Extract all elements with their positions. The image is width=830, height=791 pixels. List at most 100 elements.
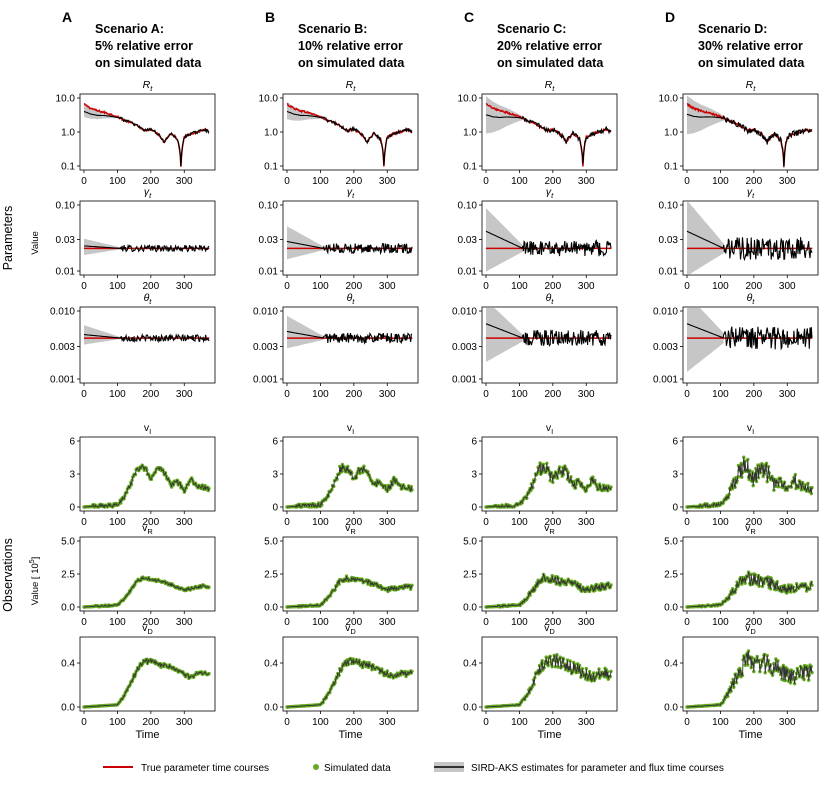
x-tick-label: 100 bbox=[109, 617, 126, 628]
x-tick-label: 200 bbox=[345, 617, 362, 628]
x-tick-label: 200 bbox=[142, 517, 159, 528]
x-tick-label: 0 bbox=[284, 717, 290, 728]
y-tick-label: 6 bbox=[672, 437, 678, 448]
x-tick-label: 300 bbox=[176, 617, 193, 628]
subplot-title-sub: D bbox=[147, 627, 153, 636]
y-tick-label: 5.0 bbox=[61, 537, 75, 548]
subplot-title: vI bbox=[747, 422, 754, 436]
subplot-title: vI bbox=[144, 422, 151, 436]
subplot-title: vI bbox=[546, 422, 553, 436]
x-tick-label: 300 bbox=[379, 517, 396, 528]
y-tick-label: 0.0 bbox=[61, 703, 75, 714]
subplot-r-t-A: Rt 0.1 1.0 10.0 0 100 200 300 bbox=[56, 79, 216, 187]
x-tick-label: 200 bbox=[345, 717, 362, 728]
estimate-band bbox=[486, 308, 523, 362]
y-tick-label: 0.1 bbox=[61, 162, 75, 173]
y-tick-label: 0.03 bbox=[259, 235, 279, 246]
estimate-band bbox=[287, 226, 324, 260]
subplot-title-sub: t bbox=[149, 191, 152, 200]
y-tick-label: 0.003 bbox=[452, 342, 477, 353]
panel-title-D: Scenario D: bbox=[698, 22, 767, 36]
data-point bbox=[609, 485, 613, 489]
subplot-title-main: γ bbox=[144, 186, 150, 198]
subplot-title: vR bbox=[745, 522, 756, 536]
y-tick-label: 5.0 bbox=[664, 537, 678, 548]
y-tick-label: 0 bbox=[672, 503, 678, 514]
subplot-v-i-A: vI 0 3 6 0 100 200 300 bbox=[69, 422, 216, 528]
subplot-title: θt bbox=[747, 292, 756, 306]
subplot-title-sub: D bbox=[750, 627, 756, 636]
x-tick-label: 300 bbox=[779, 517, 796, 528]
estimate-band bbox=[486, 96, 523, 134]
subplot-title-main: v bbox=[142, 622, 148, 634]
x-tick-label: 100 bbox=[511, 176, 528, 187]
axes-frame bbox=[682, 306, 819, 384]
x-tick-label: 200 bbox=[745, 176, 762, 187]
x-tick-label: 200 bbox=[544, 389, 561, 400]
subplot-title-main: R bbox=[746, 79, 754, 91]
panel-error-B: 10% relative error bbox=[298, 39, 403, 53]
x-tick-label: 0 bbox=[483, 517, 489, 528]
x-tick-label: 300 bbox=[578, 517, 595, 528]
subplot-title-sub: I bbox=[752, 427, 754, 436]
estimate-line bbox=[286, 330, 412, 345]
y-tick-label: 0.01 bbox=[56, 267, 76, 278]
subplot-title-main: v bbox=[345, 522, 351, 534]
subplot-title-sub: t bbox=[752, 191, 755, 200]
y-tick-label: 6 bbox=[272, 437, 278, 448]
y-tick-label: 0.001 bbox=[50, 375, 75, 386]
x-tick-label: 100 bbox=[511, 717, 528, 728]
subplot-title: γt bbox=[144, 186, 152, 200]
subplot-v-r-D: vR 0.0 2.5 5.0 0 100 200 300 bbox=[664, 522, 819, 628]
x-axis-label: Time bbox=[537, 729, 561, 741]
y-tick-label: 0.4 bbox=[264, 659, 278, 670]
x-tick-label: 200 bbox=[544, 617, 561, 628]
x-tick-label: 100 bbox=[511, 517, 528, 528]
x-tick-label: 200 bbox=[142, 281, 159, 292]
y-tick-label: 3 bbox=[272, 470, 278, 481]
estimate-line bbox=[686, 650, 813, 708]
y-tick-label: 0.1 bbox=[463, 162, 477, 173]
y-tick-label: 0.0 bbox=[463, 603, 477, 614]
y-tick-label: 2.5 bbox=[463, 570, 477, 581]
x-tick-label: 100 bbox=[712, 517, 729, 528]
y-tick-label: 0.010 bbox=[452, 307, 477, 318]
subplot-v-r-B: vR 0.0 2.5 5.0 0 100 200 300 bbox=[264, 522, 419, 628]
panel-letter-A: A bbox=[62, 9, 72, 25]
subplot-title: γt bbox=[546, 186, 554, 200]
subplot-title: vD bbox=[544, 622, 555, 636]
y-tick-label: 0.001 bbox=[653, 375, 678, 386]
subplot-theta-t-A: θt 0.001 0.003 0.010 0 100 200 300 bbox=[50, 292, 216, 400]
x-tick-label: 0 bbox=[284, 517, 290, 528]
estimate-band bbox=[687, 308, 724, 372]
x-tick-label: 100 bbox=[511, 389, 528, 400]
subplot-title: vD bbox=[142, 622, 153, 636]
x-tick-label: 0 bbox=[684, 517, 690, 528]
panel-error-D: 30% relative error bbox=[698, 39, 803, 53]
axes-frame bbox=[682, 200, 819, 276]
x-tick-label: 100 bbox=[712, 176, 729, 187]
estimate-band bbox=[687, 202, 724, 274]
subplot-title: Rt bbox=[143, 79, 154, 93]
subplot-title-main: γ bbox=[546, 186, 552, 198]
y-tick-label: 0.03 bbox=[458, 235, 478, 246]
subplot-title-main: v bbox=[144, 422, 150, 434]
y-tick-label: 10.0 bbox=[659, 94, 679, 105]
panel-letter-C: C bbox=[464, 9, 474, 25]
subplot-title-sub: t bbox=[753, 84, 756, 93]
x-tick-label: 0 bbox=[284, 389, 290, 400]
x-tick-label: 200 bbox=[345, 389, 362, 400]
x-tick-label: 300 bbox=[578, 389, 595, 400]
x-tick-label: 0 bbox=[684, 176, 690, 187]
estimate-line bbox=[287, 657, 413, 708]
estimate-line bbox=[687, 571, 813, 608]
subplot-title-sub: D bbox=[350, 627, 356, 636]
subplot-title: Rt bbox=[545, 79, 556, 93]
subplot-title-sub: t bbox=[551, 191, 554, 200]
x-tick-label: 300 bbox=[176, 176, 193, 187]
panel-letter-B: B bbox=[265, 9, 275, 25]
x-tick-label: 100 bbox=[712, 617, 729, 628]
axes-frame bbox=[481, 636, 618, 712]
y-tick-label: 1.0 bbox=[264, 128, 278, 139]
